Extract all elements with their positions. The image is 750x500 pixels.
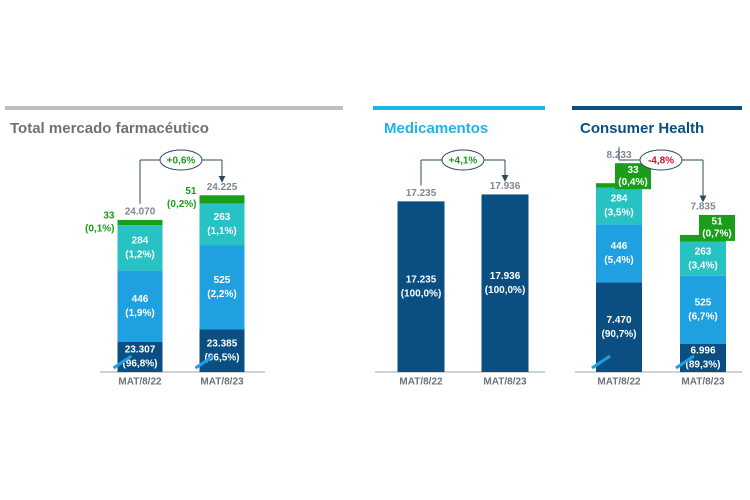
annotation-bubble xyxy=(441,149,485,171)
label-box xyxy=(615,163,651,190)
share-label: (96,8%) xyxy=(122,359,157,370)
share-label: (6,7%) xyxy=(688,312,717,323)
total-label: 24.070 xyxy=(125,207,156,218)
share-label: (90,7%) xyxy=(601,329,636,340)
axis-break xyxy=(675,354,695,370)
bar-segment xyxy=(680,241,726,276)
total-label: 7.835 xyxy=(690,202,715,213)
share-label: (0,2%) xyxy=(167,199,196,210)
share-label: (0,1%) xyxy=(85,224,114,235)
share-label: (89,3%) xyxy=(685,360,720,371)
annotation-bubble xyxy=(639,149,683,171)
x-tick-label: MAT/8/23 xyxy=(200,377,244,388)
value-label: 284 xyxy=(132,236,149,247)
share-label: (1,1%) xyxy=(207,226,236,237)
panel-title: Medicamentos xyxy=(384,120,488,137)
bar-segment xyxy=(397,201,445,372)
value-label: 51 xyxy=(711,217,723,228)
bar-segment xyxy=(199,195,245,204)
value-label: 446 xyxy=(611,241,628,252)
bar-segment xyxy=(199,245,245,330)
bar-segment xyxy=(680,275,726,344)
share-label: (5,4%) xyxy=(604,255,633,266)
bar-segment xyxy=(199,329,245,372)
value-label: 33 xyxy=(103,211,115,222)
total-label: 24.225 xyxy=(207,182,238,193)
value-label: 7.470 xyxy=(606,315,631,326)
share-label: (100,0%) xyxy=(401,288,442,299)
bar-segment xyxy=(481,194,529,372)
bar-segment xyxy=(199,203,245,246)
value-label: 525 xyxy=(695,298,712,309)
value-label: 17.936 xyxy=(490,271,521,282)
annotation: +0,6% xyxy=(167,156,196,167)
value-label: 23.307 xyxy=(125,345,156,356)
axis-break xyxy=(591,354,611,370)
axis-break xyxy=(194,354,215,370)
share-label: (100,0%) xyxy=(485,285,526,296)
label-box xyxy=(699,214,735,241)
bar-segment xyxy=(596,187,642,225)
value-label: 525 xyxy=(214,275,231,286)
share-label: (2,2%) xyxy=(207,289,236,300)
value-label: 23.385 xyxy=(207,338,238,349)
value-label: 51 xyxy=(185,186,197,197)
total-label: 17.235 xyxy=(406,188,437,199)
axis-break xyxy=(112,354,133,370)
x-tick-label: MAT/8/22 xyxy=(118,377,162,388)
share-label: (1,9%) xyxy=(125,308,154,319)
annotation-bubble xyxy=(159,149,203,171)
share-label: (3,5%) xyxy=(604,208,633,219)
x-tick-label: MAT/8/22 xyxy=(597,377,641,388)
value-label: 446 xyxy=(132,294,149,305)
bar-segment xyxy=(117,270,163,342)
annotation: +4,1% xyxy=(449,156,478,167)
bar-segment xyxy=(117,219,163,226)
share-label: (0,4%) xyxy=(618,177,647,188)
share-label: (96,5%) xyxy=(204,352,239,363)
value-label: 263 xyxy=(214,212,231,223)
value-label: 17.235 xyxy=(406,274,437,285)
value-label: 284 xyxy=(611,194,628,205)
total-label: 17.936 xyxy=(490,181,521,192)
bar-segment xyxy=(596,224,642,283)
x-tick-label: MAT/8/23 xyxy=(483,377,527,388)
value-label: 33 xyxy=(627,165,639,176)
bar-segment xyxy=(680,344,726,372)
x-tick-label: MAT/8/23 xyxy=(681,377,725,388)
panel-title: Total mercado farmacéutico xyxy=(10,120,209,137)
value-label: 263 xyxy=(695,246,712,257)
bar-segment xyxy=(117,342,163,372)
x-tick-label: MAT/8/22 xyxy=(399,377,443,388)
share-label: (0,7%) xyxy=(702,229,731,240)
share-label: (3,4%) xyxy=(688,260,717,271)
value-label: 6.996 xyxy=(690,346,715,357)
annotation: -4,8% xyxy=(648,156,674,167)
share-label: (1,2%) xyxy=(125,250,154,261)
bar-segment xyxy=(117,225,163,271)
bar-segment xyxy=(596,282,642,372)
panel-title: Consumer Health xyxy=(580,120,704,137)
